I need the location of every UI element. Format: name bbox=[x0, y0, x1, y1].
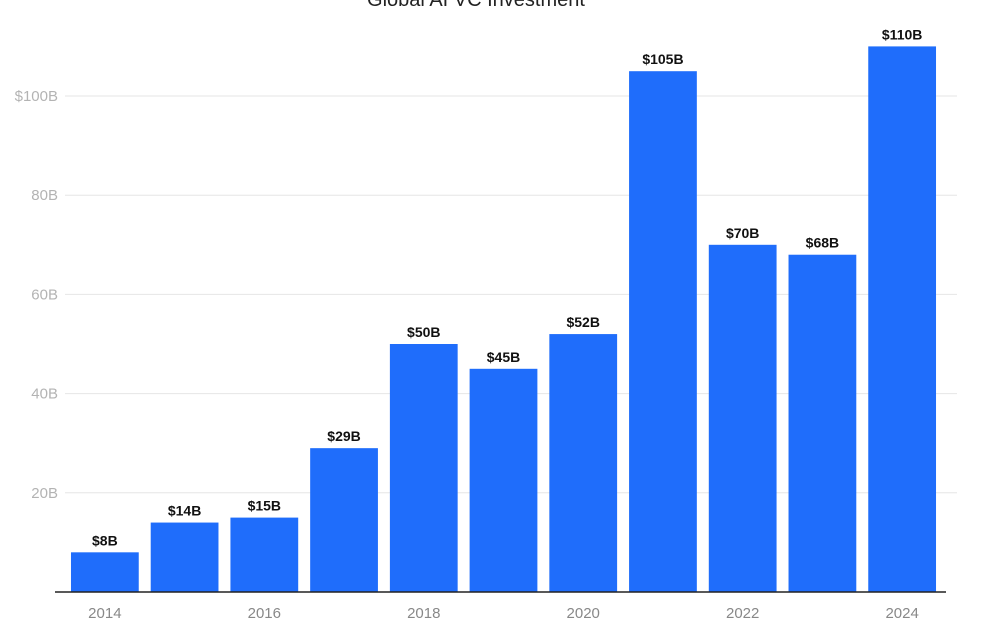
x-tick-label: 2024 bbox=[885, 605, 918, 622]
data-label: $29B bbox=[327, 428, 360, 444]
data-label: $110B bbox=[882, 26, 922, 42]
x-axis-ticks: 2014 2016 2018 2020 2022 2024 bbox=[88, 605, 919, 622]
bar-2021 bbox=[629, 71, 697, 592]
bar-2023 bbox=[788, 254, 857, 592]
x-tick-label: 2022 bbox=[726, 605, 759, 622]
x-tick-label: 2016 bbox=[248, 605, 281, 622]
y-tick-label: 60B bbox=[31, 286, 58, 303]
data-label: $8B bbox=[92, 532, 118, 548]
y-tick-label: 40B bbox=[31, 386, 58, 403]
x-tick-label: 2018 bbox=[407, 605, 440, 622]
data-label: $68B bbox=[806, 235, 839, 251]
bar-2015 bbox=[150, 522, 219, 592]
data-label: $70B bbox=[726, 225, 759, 241]
y-tick-label: 20B bbox=[31, 485, 58, 502]
bar-2016 bbox=[230, 517, 299, 592]
bar-2017 bbox=[310, 448, 378, 592]
x-tick-label: 2014 bbox=[88, 605, 121, 622]
data-label: $50B bbox=[407, 324, 440, 340]
data-label: $15B bbox=[248, 498, 281, 514]
data-labels: $8B $14B $15B $29B $50B $45B $52B $105B $70B $68B… bbox=[92, 26, 922, 548]
bar-2019 bbox=[469, 368, 538, 592]
bar-2018 bbox=[389, 344, 458, 592]
bar-2024 bbox=[868, 46, 937, 592]
x-tick-label: 2020 bbox=[567, 605, 600, 622]
chart-title: Global AI VC Investment bbox=[367, 0, 585, 11]
data-label: $105B bbox=[642, 51, 683, 67]
y-tick-label: $100B bbox=[15, 88, 58, 105]
bars bbox=[70, 46, 937, 593]
data-label: $52B bbox=[566, 314, 599, 330]
y-tick-label: 80B bbox=[31, 187, 58, 204]
data-label: $45B bbox=[487, 349, 520, 365]
bar-2014 bbox=[70, 552, 139, 592]
y-axis-ticks: 20B 40B 60B 80B $100B bbox=[15, 88, 58, 502]
bar-2020 bbox=[549, 334, 618, 592]
data-label: $14B bbox=[168, 503, 201, 519]
bar-2022 bbox=[708, 244, 777, 593]
